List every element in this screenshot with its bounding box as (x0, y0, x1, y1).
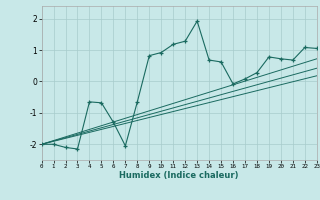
X-axis label: Humidex (Indice chaleur): Humidex (Indice chaleur) (119, 171, 239, 180)
